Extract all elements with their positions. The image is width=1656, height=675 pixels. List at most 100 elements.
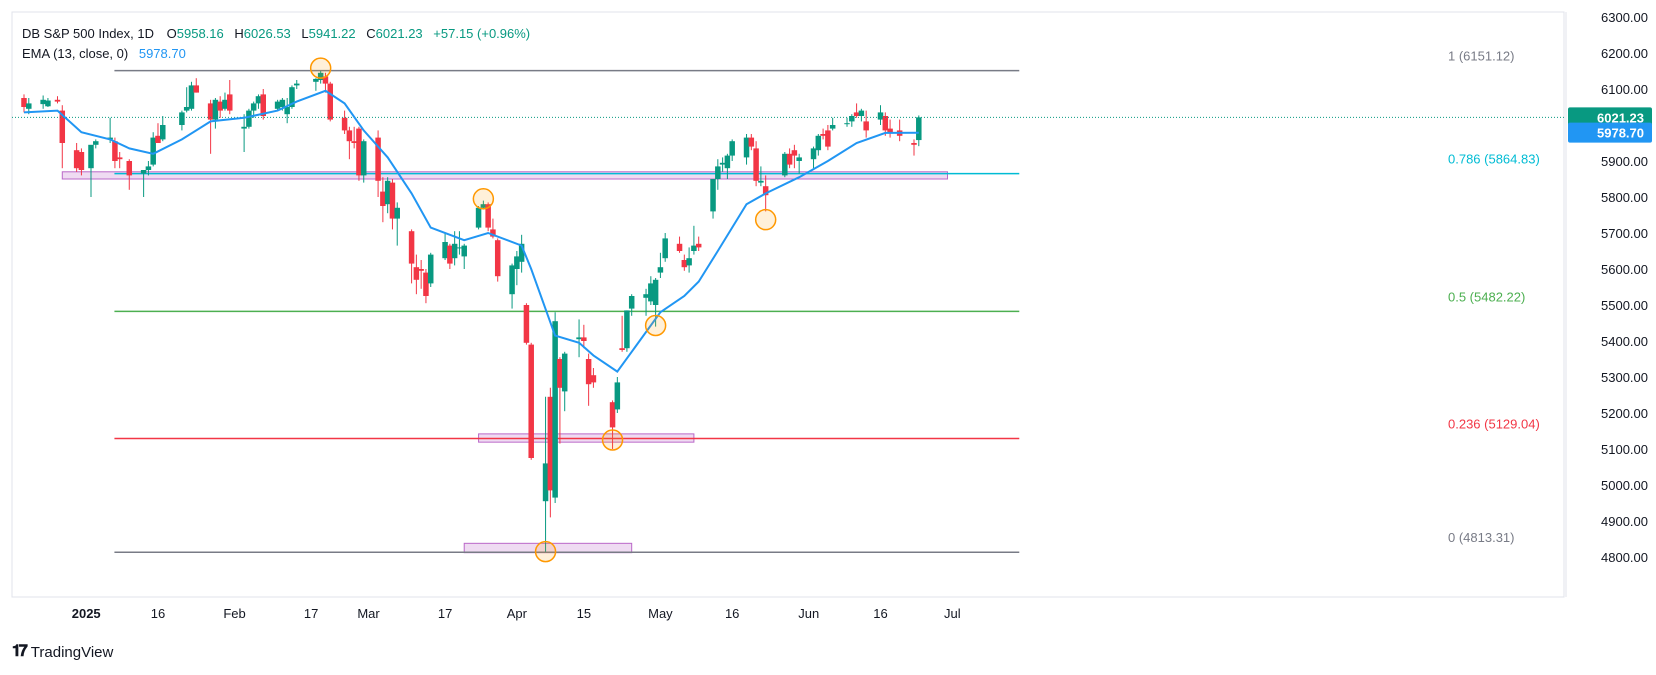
candle-up <box>384 177 391 214</box>
candle-body <box>289 87 295 107</box>
candle-up <box>724 153 731 179</box>
candle-down <box>681 254 688 271</box>
candle-up <box>643 288 649 316</box>
candle-body <box>227 94 233 111</box>
candle-down <box>207 99 214 154</box>
candle-down <box>609 400 616 449</box>
high-label: H <box>234 26 244 41</box>
candle-up <box>145 161 152 176</box>
candle-down <box>528 342 534 460</box>
candle-up <box>662 233 668 262</box>
highlight-marker <box>472 188 495 210</box>
candle-body <box>346 130 353 142</box>
candle-up <box>614 377 621 413</box>
candle-up <box>624 310 630 352</box>
grid <box>11 11 1567 598</box>
candle-down <box>73 143 80 172</box>
candle-up <box>93 139 99 149</box>
candle-body <box>609 402 616 428</box>
candle-up <box>844 117 850 127</box>
low-label: L <box>301 26 309 41</box>
candle-up <box>360 139 367 183</box>
y-tick-label: 6100.00 <box>1601 82 1648 97</box>
candle-down <box>585 353 592 406</box>
candle-body <box>93 141 99 145</box>
candle-body <box>126 161 133 176</box>
candle-body <box>260 94 266 116</box>
candle-down <box>695 236 702 251</box>
candle-up <box>274 99 281 111</box>
candle-up <box>442 233 448 260</box>
candle-down <box>217 96 223 118</box>
candle-body <box>853 112 860 116</box>
candle-down <box>193 78 200 93</box>
candle-body <box>523 305 530 343</box>
candle-up <box>686 247 692 273</box>
candle-up <box>45 98 51 107</box>
candle-body <box>327 83 333 120</box>
candle-up <box>222 92 228 111</box>
last-price-badge-bg <box>1568 107 1652 128</box>
candle-up <box>758 166 764 187</box>
candle-up <box>729 139 735 161</box>
y-tick-label: 5900.00 <box>1601 154 1648 169</box>
candle-body <box>423 272 429 296</box>
candle-body <box>825 130 831 147</box>
candle-down <box>887 119 893 138</box>
y-tick-label: 5400.00 <box>1601 334 1648 349</box>
candle-body <box>293 83 300 86</box>
candle-down <box>126 159 133 190</box>
x-tick-label: 16 <box>873 606 887 621</box>
candle-up <box>648 276 654 305</box>
candle-body <box>341 117 348 131</box>
highlight-marker <box>601 429 624 451</box>
candle-body <box>284 107 290 115</box>
candle-body <box>743 137 750 158</box>
legend-row-ohlc: DB S&P 500 Index, 1D O5958.16 H6026.53 L… <box>22 26 533 41</box>
candle-up <box>317 71 324 84</box>
candle-down <box>896 119 903 142</box>
candle-down <box>380 177 386 223</box>
candle-down <box>389 179 396 230</box>
candle-down <box>78 148 85 176</box>
candle-body <box>413 267 420 280</box>
candle-down <box>423 269 429 304</box>
candle-body <box>212 99 219 120</box>
tradingview-brand[interactable]: 𝟏𝟕 TradingView <box>12 643 113 661</box>
candle-body <box>724 155 731 169</box>
legend-row-ema: EMA (13, close, 0) 5978.70 <box>22 46 189 61</box>
candle-body <box>394 207 400 219</box>
close-label: C <box>366 26 376 41</box>
candle-body <box>829 125 836 129</box>
y-tick-label: 5500.00 <box>1601 298 1648 313</box>
candle-body <box>628 296 635 309</box>
fib-label: 1 (6151.12) <box>1448 49 1515 64</box>
x-tick-label: Mar <box>357 606 380 621</box>
candle-up <box>719 157 726 172</box>
candle-down <box>21 94 27 113</box>
candle-down <box>825 125 831 151</box>
candle-body <box>380 191 386 206</box>
candle-body <box>274 101 281 109</box>
candle-body <box>207 103 214 120</box>
candle-body <box>480 204 487 208</box>
x-tick-label: Apr <box>507 606 528 621</box>
candle-down <box>346 126 353 160</box>
candle-down <box>155 123 161 143</box>
candle-body <box>59 110 66 143</box>
candle-down <box>911 139 917 156</box>
candle-body <box>485 204 491 228</box>
candle-body <box>624 310 630 349</box>
candle-up <box>810 146 817 169</box>
candle-body <box>882 116 889 131</box>
candles <box>21 71 922 552</box>
candle-body <box>250 103 257 111</box>
candle-up <box>394 202 400 246</box>
candle-body <box>681 260 688 268</box>
candle-body <box>877 112 884 120</box>
candle-body <box>116 157 123 160</box>
candle-body <box>279 99 286 107</box>
candle-down <box>753 141 759 187</box>
candle-up <box>715 159 721 190</box>
